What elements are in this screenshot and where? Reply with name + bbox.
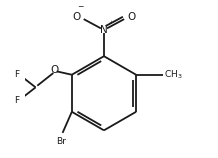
Text: O: O: [72, 12, 80, 22]
Text: O: O: [128, 12, 136, 22]
Text: +: +: [109, 20, 114, 25]
Text: N: N: [100, 25, 108, 35]
Text: CH$_3$: CH$_3$: [164, 68, 182, 81]
Text: −: −: [77, 2, 83, 11]
Text: F: F: [14, 70, 20, 79]
Text: F: F: [14, 95, 20, 104]
Text: Br: Br: [56, 137, 66, 146]
Text: O: O: [51, 65, 59, 75]
